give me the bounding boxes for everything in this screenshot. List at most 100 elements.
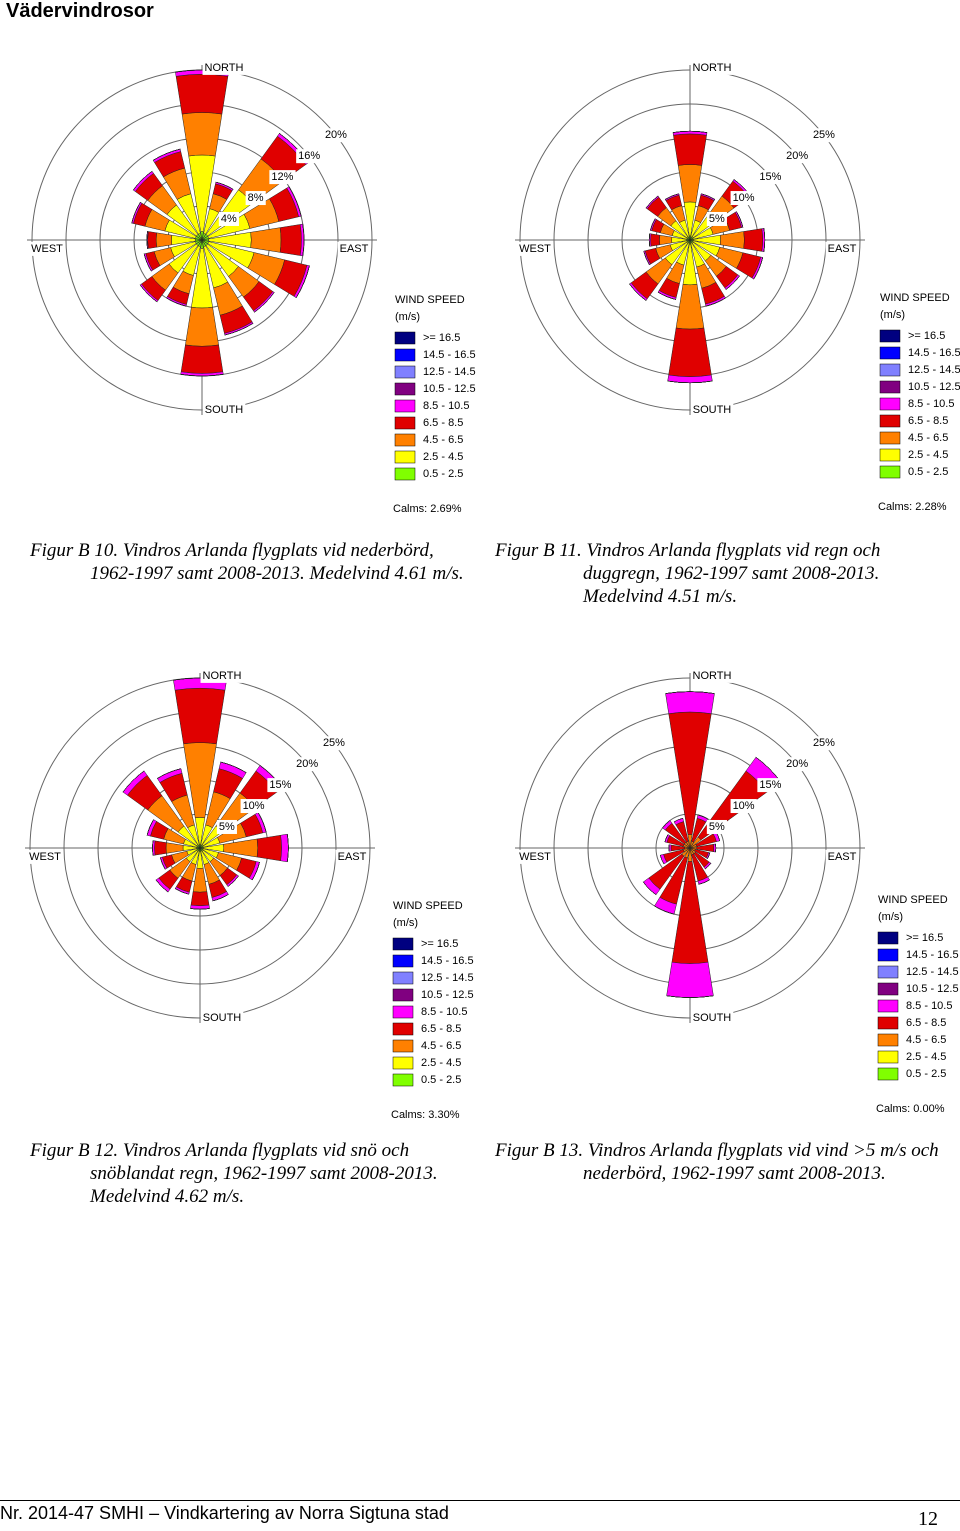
legend-swatch bbox=[878, 932, 898, 944]
r-tick-label: 25% bbox=[323, 737, 345, 749]
legend-swatch bbox=[880, 347, 900, 359]
legend-label: 2.5 - 4.5 bbox=[421, 1057, 461, 1069]
compass-label: SOUTH bbox=[205, 404, 244, 416]
legend-swatch bbox=[880, 398, 900, 410]
compass-label: WEST bbox=[519, 851, 551, 863]
compass-label: WEST bbox=[519, 243, 551, 255]
wind-segment bbox=[676, 284, 704, 329]
legend-label: 4.5 - 6.5 bbox=[908, 432, 948, 444]
r-tick-label: 20% bbox=[786, 150, 808, 162]
legend-label: 14.5 - 16.5 bbox=[423, 349, 476, 361]
compass-label: NORTH bbox=[693, 62, 732, 74]
legend-swatch bbox=[878, 966, 898, 978]
legend-swatch bbox=[393, 1057, 413, 1069]
legend-swatch bbox=[878, 1000, 898, 1012]
legend-label: 2.5 - 4.5 bbox=[423, 451, 463, 463]
r-tick-label: 20% bbox=[786, 758, 808, 770]
legend-swatch bbox=[878, 1051, 898, 1063]
r-tick-label: 8% bbox=[248, 192, 264, 204]
legend-swatch bbox=[393, 972, 413, 984]
legend-swatch bbox=[395, 400, 415, 412]
legend-swatch bbox=[878, 1068, 898, 1080]
legend-swatch bbox=[395, 434, 415, 446]
calms-label: Calms: 2.69% bbox=[393, 503, 462, 515]
legend-label: >= 16.5 bbox=[423, 332, 460, 344]
wind-segment bbox=[280, 224, 301, 255]
calms-label: Calms: 2.28% bbox=[878, 501, 947, 513]
legend-label: 10.5 - 12.5 bbox=[423, 383, 476, 395]
r-tick-label: 10% bbox=[733, 192, 755, 204]
legend-label: 8.5 - 10.5 bbox=[421, 1006, 467, 1018]
wind-segment bbox=[224, 839, 258, 857]
legend-label: 4.5 - 6.5 bbox=[906, 1034, 946, 1046]
wind-segment bbox=[166, 843, 183, 854]
legend-swatch bbox=[880, 449, 900, 461]
legend-swatch bbox=[395, 468, 415, 480]
legend-label: 2.5 - 4.5 bbox=[906, 1051, 946, 1063]
legend-label: 8.5 - 10.5 bbox=[908, 398, 954, 410]
legend-label: 0.5 - 2.5 bbox=[421, 1074, 461, 1086]
wind-segment bbox=[191, 892, 209, 906]
legend-swatch bbox=[880, 381, 900, 393]
compass-label: EAST bbox=[340, 243, 369, 255]
legend-title: WIND SPEED bbox=[880, 292, 950, 304]
r-tick-label: 15% bbox=[759, 171, 781, 183]
wind-segment bbox=[257, 835, 282, 861]
legend-title: WIND SPEED bbox=[395, 294, 465, 306]
page-number: 12 bbox=[918, 1508, 938, 1531]
legend-label: 0.5 - 2.5 bbox=[423, 468, 463, 480]
wind-segment bbox=[281, 834, 289, 862]
wind-segment bbox=[182, 113, 222, 157]
wind-segment bbox=[176, 74, 228, 114]
legend-swatch bbox=[395, 366, 415, 378]
legend-label: 6.5 - 8.5 bbox=[421, 1023, 461, 1035]
wind-segment bbox=[185, 307, 218, 346]
legend-label: 0.5 - 2.5 bbox=[908, 466, 948, 478]
legend-label: >= 16.5 bbox=[908, 330, 945, 342]
legend-title: WIND SPEED bbox=[393, 900, 463, 912]
caption: Figur B 10. Vindros Arlanda flygplats vi… bbox=[30, 539, 480, 585]
legend-swatch bbox=[395, 417, 415, 429]
wind-segment bbox=[156, 233, 172, 247]
wind-segment bbox=[175, 688, 225, 744]
r-tick-label: 12% bbox=[271, 171, 293, 183]
legend-swatch bbox=[880, 466, 900, 478]
wind-segment bbox=[678, 165, 702, 203]
r-tick-label: 20% bbox=[325, 129, 347, 141]
legend-swatch bbox=[393, 938, 413, 950]
r-tick-label: 4% bbox=[221, 213, 237, 225]
legend-swatch bbox=[395, 349, 415, 361]
wind-segment bbox=[669, 328, 712, 377]
legend-label: 4.5 - 6.5 bbox=[423, 434, 463, 446]
legend-unit: (m/s) bbox=[393, 917, 418, 929]
compass-label: EAST bbox=[828, 851, 857, 863]
legend-label: 12.5 - 14.5 bbox=[423, 366, 476, 378]
legend-swatch bbox=[393, 1040, 413, 1052]
r-tick-label: 5% bbox=[709, 213, 725, 225]
wind-segment bbox=[673, 134, 706, 166]
legend-swatch bbox=[393, 1074, 413, 1086]
legend-swatch bbox=[880, 330, 900, 342]
legend-swatch bbox=[880, 364, 900, 376]
wind-segment bbox=[669, 712, 712, 835]
wind-segment bbox=[148, 231, 157, 248]
legend-label: 2.5 - 4.5 bbox=[908, 449, 948, 461]
legend-label: 6.5 - 8.5 bbox=[423, 417, 463, 429]
calms-label: Calms: 0.00% bbox=[876, 1103, 945, 1115]
legend-swatch bbox=[878, 949, 898, 961]
legend-label: 8.5 - 10.5 bbox=[906, 1000, 952, 1012]
compass-label: EAST bbox=[338, 851, 367, 863]
legend-swatch bbox=[878, 1034, 898, 1046]
legend-unit: (m/s) bbox=[395, 311, 420, 323]
r-tick-label: 25% bbox=[813, 737, 835, 749]
wind-segment bbox=[667, 962, 714, 997]
legend-label: 10.5 - 12.5 bbox=[421, 989, 474, 1001]
legend-label: 8.5 - 10.5 bbox=[423, 400, 469, 412]
legend-label: 0.5 - 2.5 bbox=[906, 1068, 946, 1080]
legend-unit: (m/s) bbox=[880, 309, 905, 321]
footer-text: Nr. 2014-47 SMHI – Vindkartering av Norr… bbox=[0, 1503, 449, 1524]
compass-label: NORTH bbox=[205, 62, 244, 74]
r-tick-label: 5% bbox=[709, 821, 725, 833]
legend-swatch bbox=[878, 983, 898, 995]
